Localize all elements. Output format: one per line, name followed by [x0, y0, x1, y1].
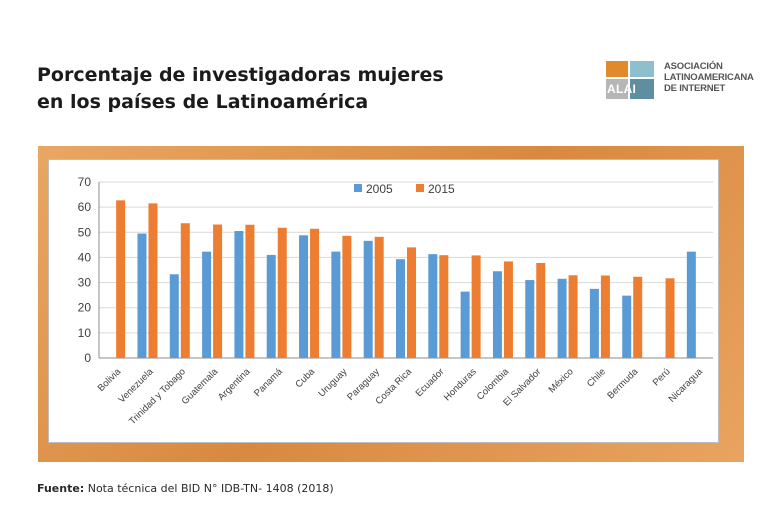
bar-2015 — [180, 223, 190, 358]
bar-chart: 010203040506070BoliviaVenezuelaTrinidad … — [78, 175, 713, 427]
y-tick-label: 40 — [78, 250, 92, 264]
logo-line-2: LATINOAMERICANA — [664, 72, 754, 83]
bar-2005 — [363, 240, 373, 358]
x-tick-label: Trinidad y Tobago — [127, 366, 188, 427]
bar-2005 — [622, 295, 632, 358]
title-line-2: en los países de Latinoamérica — [37, 91, 369, 113]
y-tick-label: 30 — [78, 276, 92, 290]
bar-2015 — [536, 262, 546, 358]
bar-2015 — [471, 255, 481, 358]
bar-2005 — [202, 251, 212, 358]
logo-square-grey — [606, 79, 628, 99]
logo-square-blue — [630, 61, 654, 77]
bar-2015 — [568, 275, 578, 358]
bar-2005 — [460, 291, 470, 358]
bar-2005 — [428, 254, 438, 358]
logo-line-1: ASOCIACIÓN — [664, 61, 723, 72]
bar-2005 — [169, 274, 179, 358]
bar-2005 — [557, 278, 567, 358]
bar-2005 — [234, 231, 244, 358]
x-tick-label: Bermuda — [605, 366, 641, 402]
x-tick-label: Panamá — [252, 366, 285, 399]
bar-2005 — [492, 271, 502, 358]
logo-line-3: DE INTERNET — [664, 83, 726, 94]
y-tick-label: 70 — [78, 175, 92, 189]
x-tick-label: Nicaragua — [667, 366, 706, 405]
bar-2015 — [148, 203, 158, 358]
bar-2005 — [589, 288, 599, 358]
bar-2015 — [116, 200, 126, 358]
logo-square-orange — [606, 61, 628, 77]
x-tick-label: Cuba — [293, 366, 317, 390]
bar-2015 — [245, 224, 255, 358]
bar-2015 — [213, 224, 223, 358]
y-tick-label: 50 — [78, 225, 92, 239]
legend-label-2005: 2005 — [366, 182, 393, 196]
bar-2005 — [299, 235, 309, 358]
chart-frame: 0 10 20 30 40 50 60 70 Bolivia Venezuela Trinidad … — [38, 146, 744, 462]
y-tick-label: 20 — [78, 301, 92, 315]
bar-2015 — [407, 247, 416, 358]
alai-logo: ALAI ASOCIACIÓN LATINOAMERICANA DE INTER… — [606, 61, 756, 101]
title-line-1: Porcentaje de investigadoras mujeres — [37, 64, 444, 86]
logo-mark-text: ALAI — [607, 82, 637, 96]
y-tick-label: 0 — [84, 351, 91, 365]
bar-2015 — [600, 275, 610, 358]
legend-swatch-2005 — [354, 184, 362, 192]
bar-2015 — [342, 235, 352, 358]
bar-2005 — [686, 251, 696, 358]
bar-2015 — [503, 261, 513, 358]
legend-swatch-2015 — [416, 184, 424, 192]
bar-2015 — [310, 228, 320, 358]
bar-2005 — [137, 233, 147, 358]
chart-panel: 0 10 20 30 40 50 60 70 Bolivia Venezuela Trinidad … — [48, 159, 719, 443]
x-tick-label: Chile — [585, 366, 608, 389]
x-tick-label: Bolivia — [96, 366, 124, 394]
bar-2005 — [525, 280, 535, 358]
x-tick-label: Ecuador — [414, 366, 447, 399]
bar-2005 — [266, 254, 276, 358]
bar-2005 — [331, 251, 341, 358]
x-tick-label: Perú — [651, 366, 673, 388]
x-tick-label: México — [547, 366, 576, 395]
bar-2005 — [396, 259, 405, 358]
legend-label-2015: 2015 — [428, 182, 455, 196]
bar-2015 — [374, 236, 384, 358]
x-tick-label: Honduras — [442, 366, 479, 403]
logo-wordmark: ASOCIACIÓN LATINOAMERICANA DE INTERNET — [664, 61, 754, 94]
bar-2015 — [665, 278, 675, 358]
y-tick-label: 10 — [78, 326, 92, 340]
alai-logo-mark: ALAI — [606, 61, 656, 99]
source-note: Fuente: Nota técnica del BID N° IDB-TN- … — [37, 482, 334, 495]
x-tick-label: Argentina — [216, 366, 253, 403]
source-label: Fuente: — [37, 482, 85, 495]
bar-2015 — [277, 227, 287, 358]
bar-2015 — [439, 255, 449, 358]
logo-square-teal — [630, 79, 654, 99]
bar-2015 — [633, 276, 643, 358]
page-title: Porcentaje de investigadoras mujeres en … — [37, 62, 557, 116]
y-tick-label: 60 — [78, 200, 92, 214]
source-text: Nota técnica del BID N° IDB-TN- 1408 (20… — [84, 482, 334, 495]
